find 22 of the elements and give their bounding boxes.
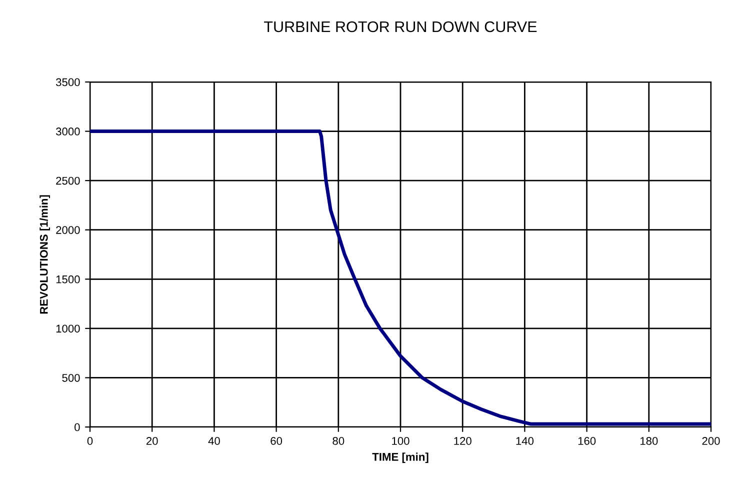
y-tick-label: 0 [74, 423, 80, 432]
y-tick-label: 2500 [56, 176, 80, 185]
x-tick-label: 140 [516, 437, 534, 445]
y-tick-label: 3500 [56, 78, 80, 86]
x-tick-label: 60 [270, 437, 282, 445]
x-axis-title: TIME [min] [372, 452, 428, 463]
x-tick-label: 180 [640, 437, 658, 445]
x-tick-label: 0 [87, 437, 93, 445]
y-axis-title: REVOLUTIONS [1/min] [40, 195, 50, 314]
chart-title: TURBINE ROTOR RUN DOWN CURVE [264, 21, 537, 32]
x-tick-label: 200 [702, 437, 720, 445]
y-tick-label: 2000 [56, 226, 80, 234]
y-tick-label: 1500 [56, 275, 80, 284]
x-tick-label: 20 [146, 437, 158, 445]
x-tick-label: 80 [332, 437, 344, 445]
x-tick-label: 120 [454, 437, 472, 445]
x-tick-label: 40 [208, 437, 220, 445]
x-tick-label: 100 [392, 437, 410, 445]
y-tick-label: 500 [62, 374, 80, 382]
y-tick-label: 3000 [56, 128, 80, 136]
x-tick-label: 160 [578, 437, 596, 445]
y-tick-label: 1000 [56, 324, 80, 333]
